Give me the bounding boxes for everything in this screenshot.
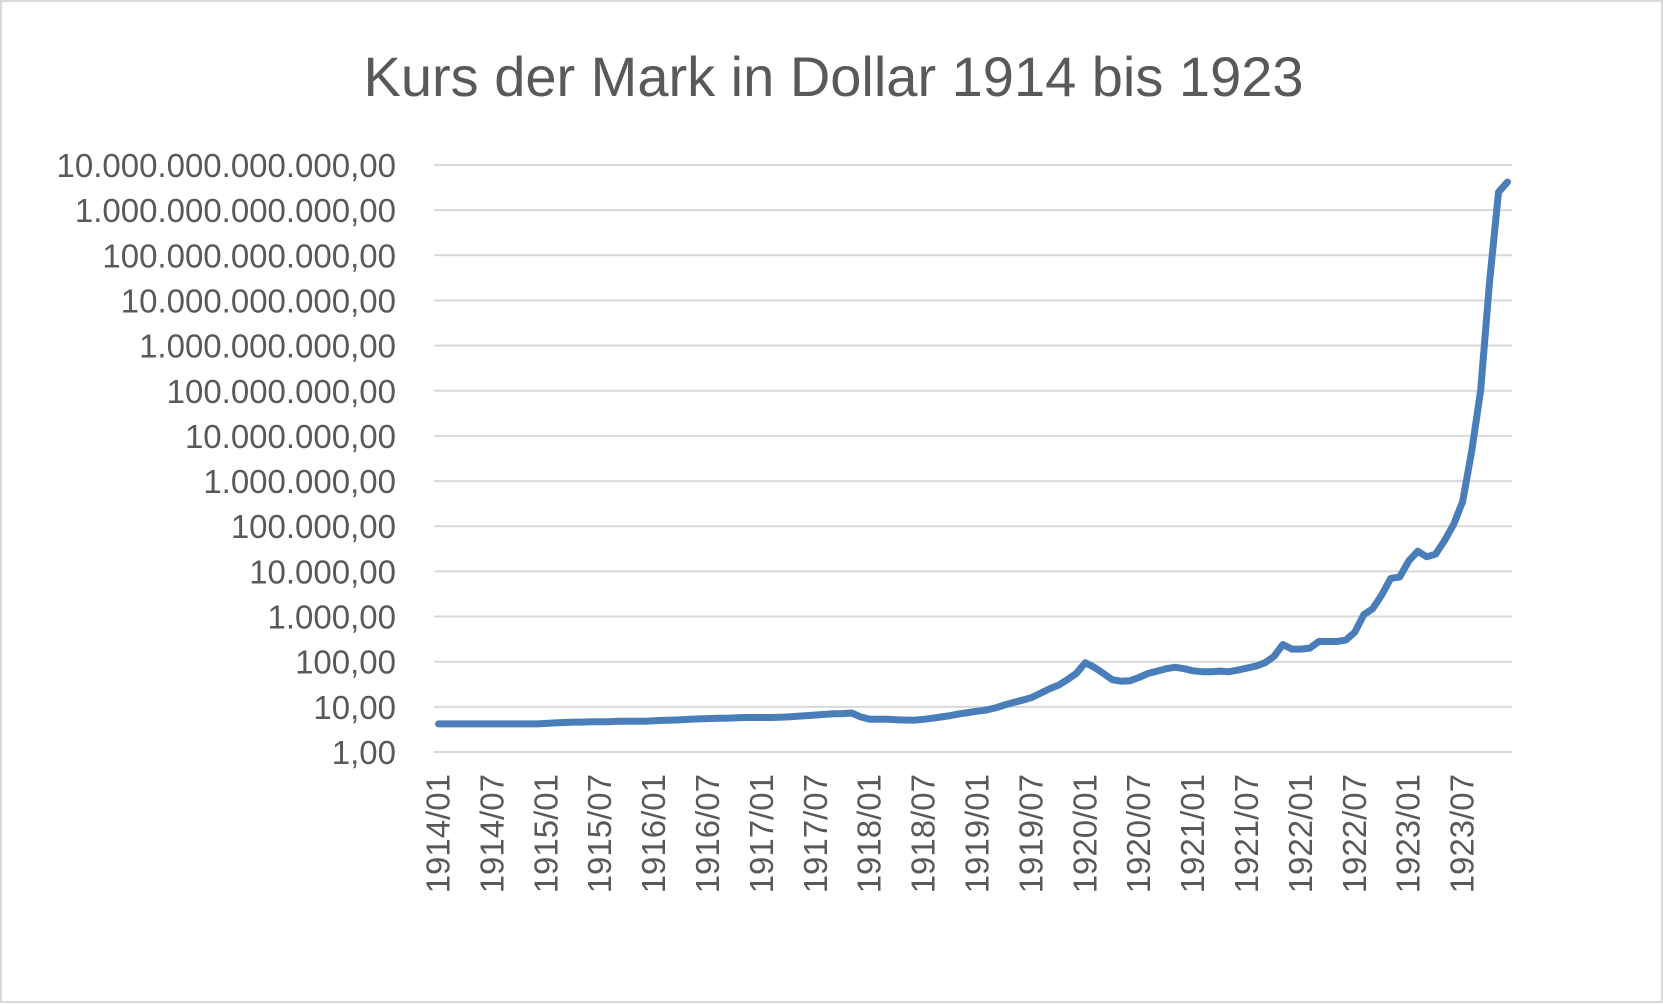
x-tick-label: 1918/07 bbox=[905, 774, 942, 893]
x-tick-label: 1917/01 bbox=[743, 774, 780, 893]
y-tick-label: 100.000,00 bbox=[231, 508, 396, 545]
gridlines bbox=[434, 164, 1512, 753]
y-tick-label: 10.000.000.000,00 bbox=[121, 282, 396, 319]
x-tick-label: 1920/01 bbox=[1066, 774, 1103, 893]
x-tick-label: 1920/07 bbox=[1120, 774, 1157, 893]
x-tick-label: 1915/01 bbox=[527, 774, 564, 893]
x-tick-label: 1914/07 bbox=[473, 774, 510, 893]
x-tick-label: 1916/07 bbox=[689, 774, 726, 893]
x-tick-label: 1923/01 bbox=[1390, 774, 1427, 893]
x-tick-label: 1916/01 bbox=[635, 774, 672, 893]
y-tick-label: 1.000.000.000.000,00 bbox=[75, 192, 396, 229]
y-tick-label: 100.000.000,00 bbox=[167, 373, 396, 410]
x-tick-label: 1923/07 bbox=[1444, 774, 1481, 893]
x-tick-label: 1919/07 bbox=[1012, 774, 1049, 893]
y-tick-label: 10.000.000.000.000,00 bbox=[57, 147, 397, 184]
x-tick-label: 1918/01 bbox=[851, 774, 888, 893]
y-tick-label: 1.000.000,00 bbox=[203, 463, 396, 500]
x-tick-label: 1915/07 bbox=[581, 774, 618, 893]
x-tick-label: 1919/01 bbox=[958, 774, 995, 893]
x-tick-label: 1922/01 bbox=[1282, 774, 1319, 893]
chart-title: Kurs der Mark in Dollar 1914 bis 1923 bbox=[363, 45, 1304, 108]
y-tick-label: 1.000.000.000,00 bbox=[139, 328, 396, 365]
x-tick-label: 1921/01 bbox=[1174, 774, 1211, 893]
x-tick-label: 1914/01 bbox=[419, 774, 456, 893]
y-tick-label: 1,00 bbox=[332, 734, 396, 771]
x-tick-label: 1917/07 bbox=[797, 774, 834, 893]
series-line bbox=[435, 178, 1511, 728]
y-axis-tick-labels: 1,00 10,00 100,00 1.000,00 10.000,00 100.000,… bbox=[57, 147, 397, 771]
x-tick-label: 1921/07 bbox=[1228, 774, 1265, 893]
y-tick-label: 1.000,00 bbox=[268, 599, 396, 636]
series-layer bbox=[435, 178, 1511, 728]
y-tick-label: 100,00 bbox=[295, 644, 396, 681]
y-tick-label: 100.000.000.000,00 bbox=[102, 237, 396, 274]
y-tick-label: 10.000,00 bbox=[249, 553, 396, 590]
x-tick-label: 1922/07 bbox=[1336, 774, 1373, 893]
y-tick-label: 10,00 bbox=[313, 689, 396, 726]
x-axis-tick-labels: 1914/01 1914/07 1915/01 1915/07 1916/01 1916/… bbox=[419, 774, 1480, 893]
y-tick-label: 10.000.000,00 bbox=[185, 418, 396, 455]
